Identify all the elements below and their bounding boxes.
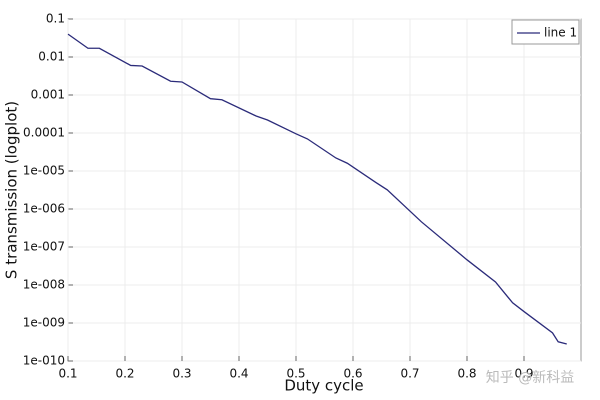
x-tick-label: 0.6	[343, 367, 362, 381]
legend-label: line 1	[544, 26, 577, 40]
plot: 0.1 0.01 0.001 0.0001 1e-005 1e-006 1e-007 1e-0…	[23, 12, 582, 381]
x-tick-label: 0.2	[115, 367, 134, 381]
x-tick-label: 0.8	[457, 367, 476, 381]
watermark: 知乎 @新科益	[486, 369, 574, 386]
x-tick-label: 0.1	[58, 367, 77, 381]
x-tick-label: 0.9	[514, 367, 533, 381]
y-tick-label: 1e-006	[23, 202, 65, 216]
y-tick-label: 0.1	[46, 12, 65, 26]
x-tick-label: 0.7	[400, 367, 419, 381]
y-tick-label: 1e-010	[23, 354, 65, 368]
y-tick-label: 1e-008	[23, 278, 65, 292]
y-axis-label: S transmission (logplot)	[3, 101, 21, 279]
y-tick-label: 1e-009	[23, 316, 65, 330]
y-tick-label: 1e-005	[23, 164, 65, 178]
y-tick-label: 0.0001	[23, 126, 65, 140]
line	[67, 33, 567, 345]
legend-box	[511, 19, 580, 45]
x-tick-label: 0.4	[229, 367, 248, 381]
x-tick-label: 0.3	[172, 367, 191, 381]
x-axis-label: Duty cycle	[284, 377, 363, 395]
plot-area	[67, 18, 582, 362]
y-tick-label: 0.01	[38, 50, 65, 64]
y-tick-label: 1e-007	[23, 240, 65, 254]
x-tick-label: 0.5	[286, 367, 305, 381]
y-tick-label: 0.001	[31, 88, 65, 102]
